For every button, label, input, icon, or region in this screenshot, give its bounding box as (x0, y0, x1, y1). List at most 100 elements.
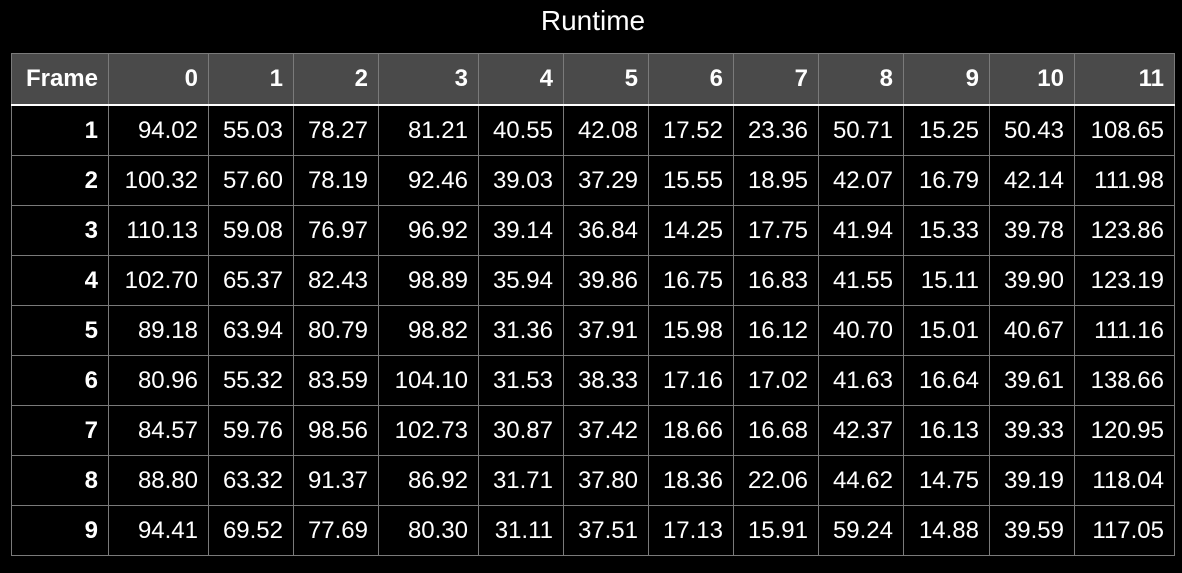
table-cell: 59.76 (208, 405, 294, 456)
table-row: 1 94.02 55.03 78.27 81.21 40.55 42.08 17.52 23.3… (11, 104, 1175, 156)
table-row: 2 100.32 57.60 78.19 92.46 39.03 37.29 15.55 18.… (11, 155, 1175, 206)
corner-header: Frame (11, 53, 109, 106)
table-cell: 59.24 (818, 505, 904, 556)
table-cell: 39.59 (989, 505, 1075, 556)
table-cell: 37.91 (563, 305, 649, 356)
column-header-5: 5 (563, 53, 649, 106)
table-cell: 14.75 (903, 455, 990, 506)
table-cell: 39.78 (989, 205, 1075, 256)
table-cell: 16.83 (733, 255, 819, 306)
row-header-frame-2: 2 (11, 155, 109, 206)
column-header-9: 9 (903, 53, 990, 106)
table-cell: 50.43 (989, 104, 1075, 156)
column-header-3: 3 (378, 53, 479, 106)
row-header-frame-1: 1 (11, 104, 109, 156)
column-header-10: 10 (989, 53, 1075, 106)
table-cell: 63.94 (208, 305, 294, 356)
row-header-frame-9: 9 (11, 505, 109, 556)
table-cell: 16.75 (648, 255, 734, 306)
table-cell: 94.41 (108, 505, 209, 556)
table-cell: 17.52 (648, 104, 734, 156)
table-cell: 14.25 (648, 205, 734, 256)
table-cell: 37.80 (563, 455, 649, 506)
table-cell: 89.18 (108, 305, 209, 356)
table-cell: 82.43 (293, 255, 379, 306)
table-cell: 31.11 (478, 505, 564, 556)
table-cell: 123.86 (1074, 205, 1175, 256)
table-cell: 14.88 (903, 505, 990, 556)
table-cell: 118.04 (1074, 455, 1175, 506)
table-cell: 16.79 (903, 155, 990, 206)
table-cell: 88.80 (108, 455, 209, 506)
table-cell: 91.37 (293, 455, 379, 506)
table-cell: 16.68 (733, 405, 819, 456)
table-cell: 110.13 (108, 205, 209, 256)
table-cell: 77.69 (293, 505, 379, 556)
table-cell: 59.08 (208, 205, 294, 256)
column-header-8: 8 (818, 53, 904, 106)
table-cell: 38.33 (563, 355, 649, 406)
table-cell: 17.13 (648, 505, 734, 556)
table-cell: 42.08 (563, 104, 649, 156)
table-cell: 39.33 (989, 405, 1075, 456)
table-cell: 39.90 (989, 255, 1075, 306)
table-cell: 40.70 (818, 305, 904, 356)
table-cell: 37.51 (563, 505, 649, 556)
table-cell: 16.12 (733, 305, 819, 356)
header-row: Frame 0 1 2 3 4 5 6 7 8 9 10 11 (11, 53, 1175, 106)
table-cell: 37.42 (563, 405, 649, 456)
table-cell: 138.66 (1074, 355, 1175, 406)
table-row: 8 88.80 63.32 91.37 86.92 31.71 37.80 18.36 22.0… (11, 455, 1175, 506)
table-cell: 102.70 (108, 255, 209, 306)
table-cell: 80.30 (378, 505, 479, 556)
table-cell: 83.59 (293, 355, 379, 406)
table-cell: 94.02 (108, 104, 209, 156)
table-cell: 15.91 (733, 505, 819, 556)
row-header-frame-7: 7 (11, 405, 109, 456)
column-header-7: 7 (733, 53, 819, 106)
table-cell: 37.29 (563, 155, 649, 206)
table-cell: 41.94 (818, 205, 904, 256)
table-cell: 15.01 (903, 305, 990, 356)
table-cell: 41.55 (818, 255, 904, 306)
table-cell: 100.32 (108, 155, 209, 206)
table-cell: 16.13 (903, 405, 990, 456)
table-cell: 39.61 (989, 355, 1075, 406)
table-cell: 108.65 (1074, 104, 1175, 156)
table-cell: 39.86 (563, 255, 649, 306)
table-cell: 39.19 (989, 455, 1075, 506)
table-cell: 15.33 (903, 205, 990, 256)
table-cell: 15.98 (648, 305, 734, 356)
table-cell: 31.36 (478, 305, 564, 356)
table-row: 7 84.57 59.76 98.56 102.73 30.87 37.42 18.66 16.… (11, 405, 1175, 456)
column-header-1: 1 (208, 53, 294, 106)
table-cell: 22.06 (733, 455, 819, 506)
table-cell: 42.07 (818, 155, 904, 206)
runtime-table: Frame 0 1 2 3 4 5 6 7 8 9 10 11 1 94.02 55.03 78.27 81.… (11, 53, 1175, 556)
table-row: 9 94.41 69.52 77.69 80.30 31.11 37.51 17.13 15.9… (11, 505, 1175, 556)
table-cell: 84.57 (108, 405, 209, 456)
table-cell: 111.98 (1074, 155, 1175, 206)
table-cell: 17.75 (733, 205, 819, 256)
table-cell: 18.95 (733, 155, 819, 206)
table-cell: 98.56 (293, 405, 379, 456)
table-cell: 17.02 (733, 355, 819, 406)
column-header-0: 0 (108, 53, 209, 106)
table-cell: 16.64 (903, 355, 990, 406)
table-cell: 15.55 (648, 155, 734, 206)
column-header-6: 6 (648, 53, 734, 106)
table-cell: 92.46 (378, 155, 479, 206)
table-cell: 15.25 (903, 104, 990, 156)
table-cell: 18.36 (648, 455, 734, 506)
table-cell: 36.84 (563, 205, 649, 256)
table-cell: 42.37 (818, 405, 904, 456)
table-cell: 69.52 (208, 505, 294, 556)
table-cell: 80.96 (108, 355, 209, 406)
table-cell: 120.95 (1074, 405, 1175, 456)
table-cell: 44.62 (818, 455, 904, 506)
table-cell: 117.05 (1074, 505, 1175, 556)
column-header-11: 11 (1074, 53, 1175, 106)
table-cell: 31.71 (478, 455, 564, 506)
table-cell: 50.71 (818, 104, 904, 156)
table-cell: 57.60 (208, 155, 294, 206)
